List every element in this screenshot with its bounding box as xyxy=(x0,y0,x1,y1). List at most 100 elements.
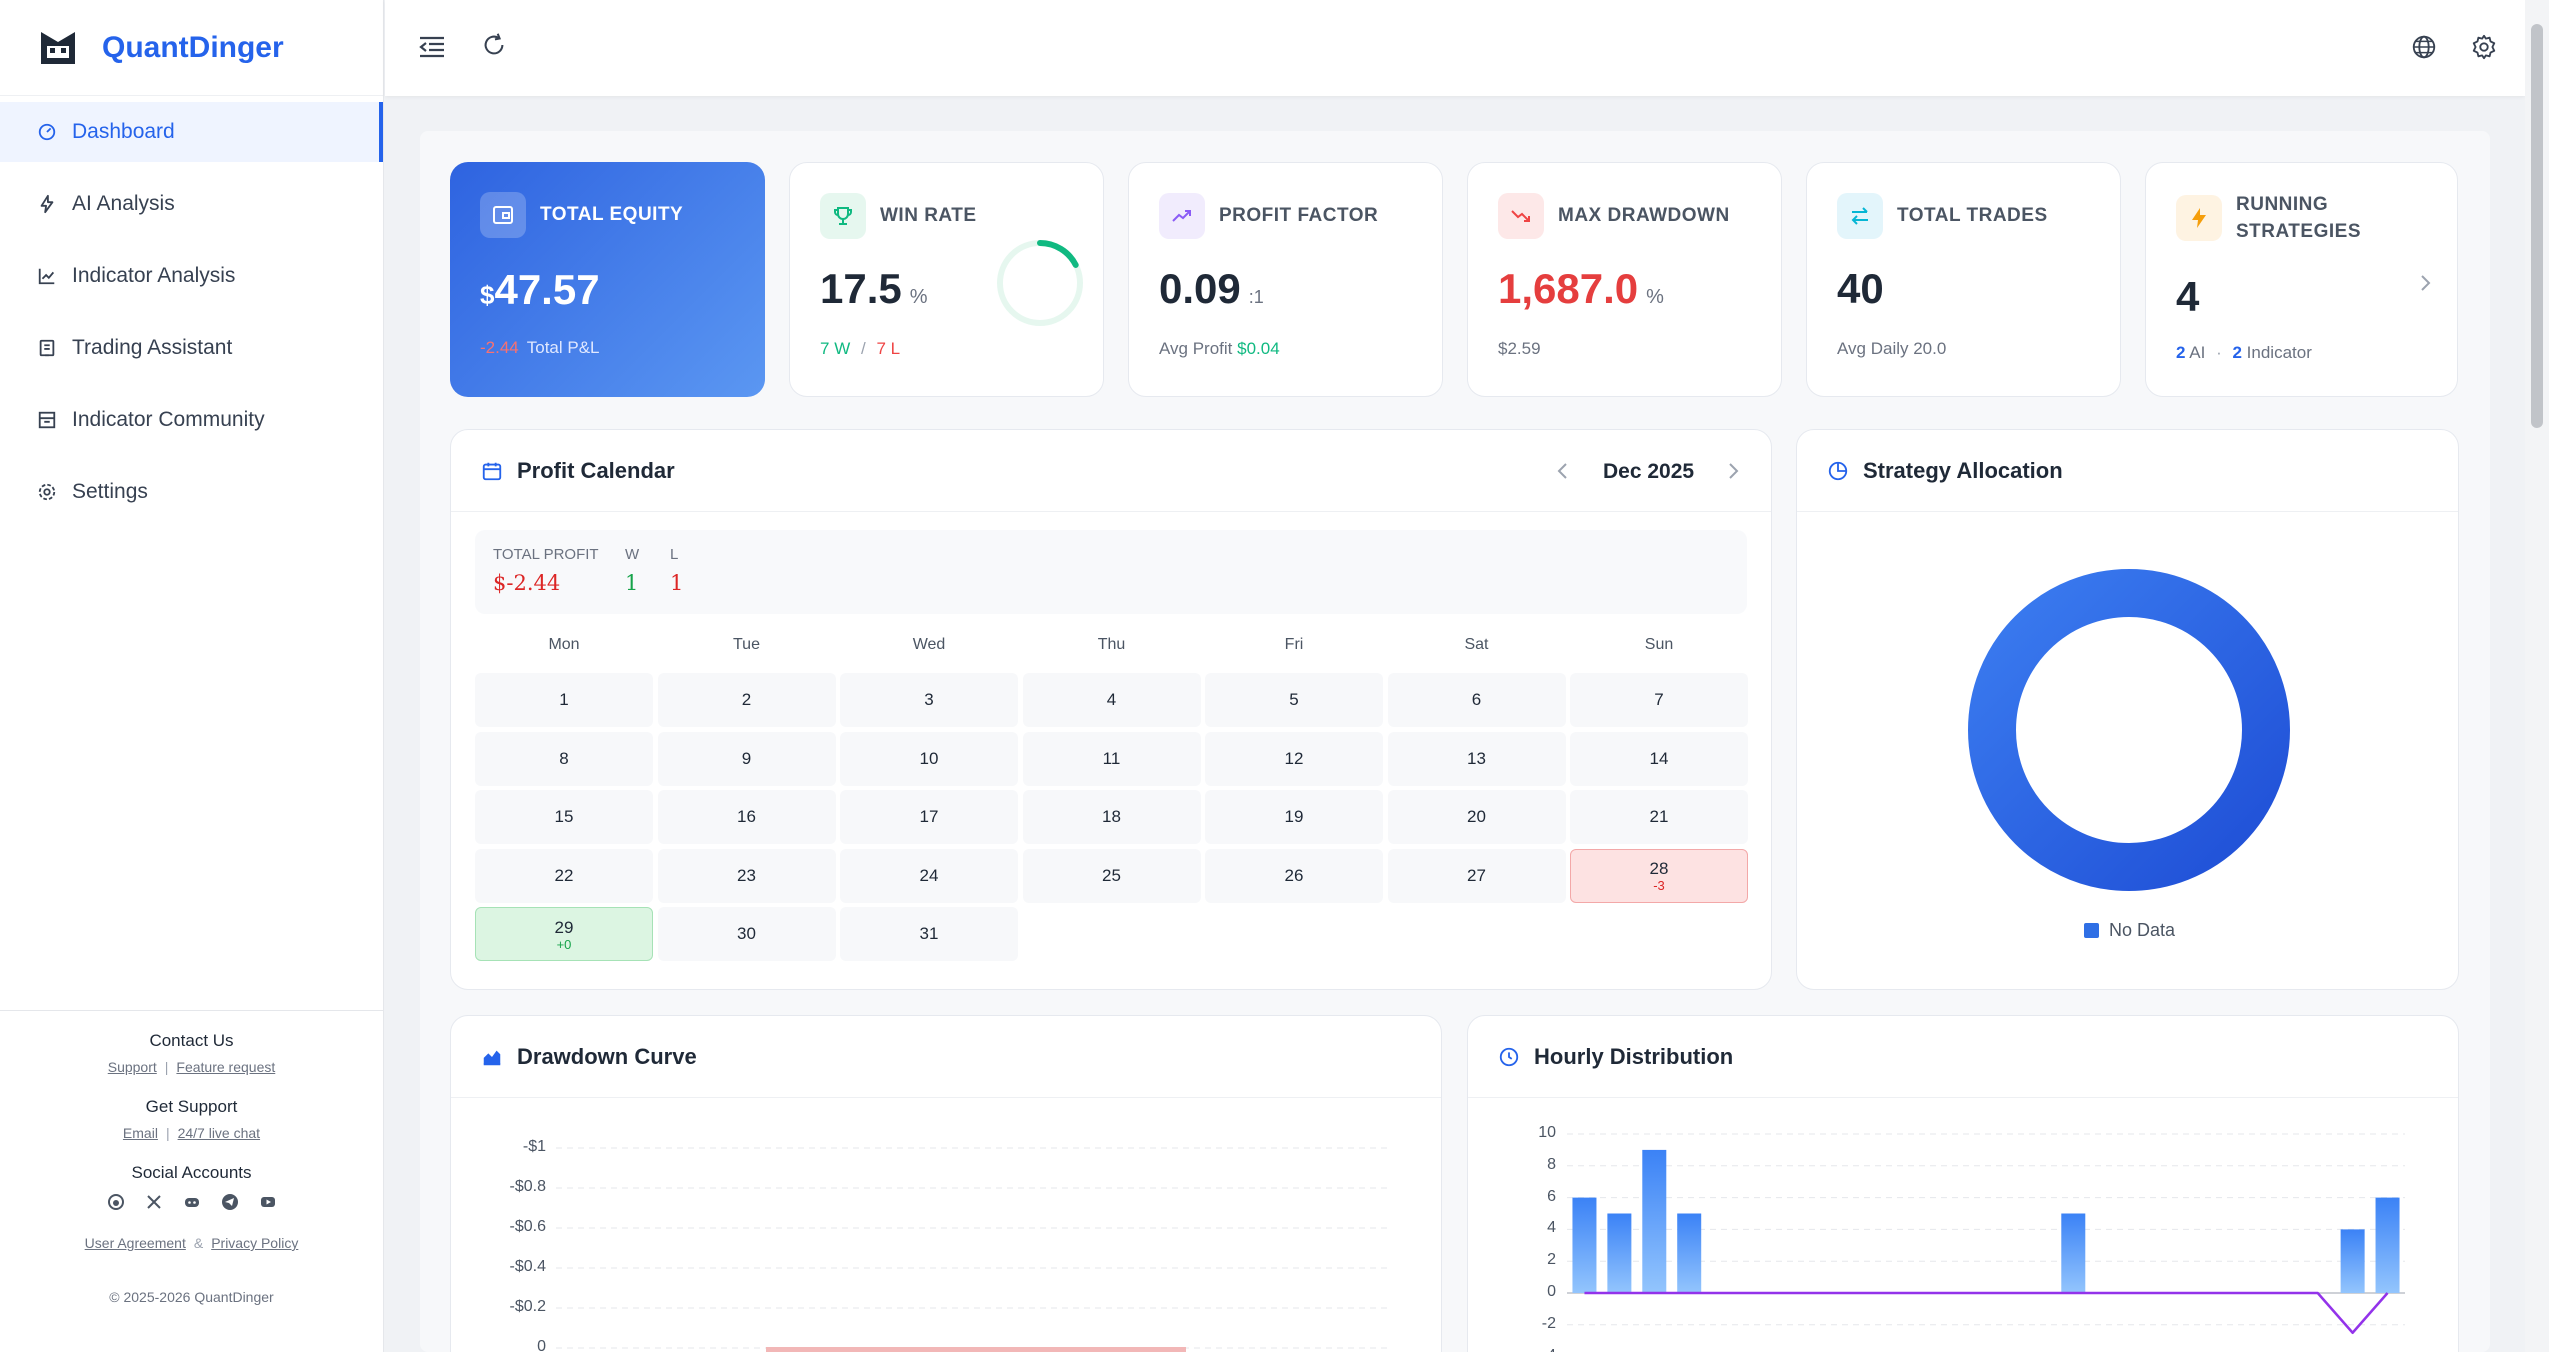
calendar-day[interactable]: 11 xyxy=(1022,731,1201,786)
refresh-icon[interactable] xyxy=(477,28,511,62)
calendar-day[interactable]: 21 xyxy=(1570,790,1748,844)
hourly-bar[interactable] xyxy=(1572,1197,1597,1293)
sidebar-item-label: Indicator Analysis xyxy=(72,264,236,287)
calendar-day[interactable]: 19 xyxy=(1205,790,1383,844)
calendar-day[interactable]: 14 xyxy=(1570,731,1748,786)
calendar-day[interactable]: 6 xyxy=(1387,673,1566,727)
day-number: 26 xyxy=(1284,865,1304,885)
hourly-bar[interactable] xyxy=(2375,1197,2400,1293)
x-twitter-icon[interactable] xyxy=(145,1193,163,1211)
separator: · xyxy=(2216,343,2222,362)
currency-symbol: $ xyxy=(480,280,495,310)
calendar-day[interactable]: 12 xyxy=(1205,731,1383,786)
scrollbar[interactable] xyxy=(2525,0,2549,1352)
calendar-day[interactable]: 4 xyxy=(1022,673,1201,727)
running-strategies-card[interactable]: RUNNING STRATEGIES 4 2 AI · 2 Indicator xyxy=(2145,162,2458,397)
y-tick-label: 6 xyxy=(1547,1187,1556,1205)
weekday-label: Mon xyxy=(548,636,580,653)
youtube-icon[interactable] xyxy=(259,1193,277,1211)
privacy-link[interactable]: Privacy Policy xyxy=(211,1235,299,1251)
hourly-bar[interactable] xyxy=(1607,1213,1632,1294)
live-chat-link[interactable]: 24/7 live chat xyxy=(177,1125,261,1141)
drawdown-amount: $2.59 xyxy=(1498,339,1541,358)
prev-month-button[interactable] xyxy=(1555,461,1571,481)
hourly-bar[interactable] xyxy=(2340,1229,2365,1293)
current-month: Dec 2025 xyxy=(1603,460,1695,483)
total-trades-value: 40 xyxy=(1837,265,1884,312)
y-tick-label: -$0.2 xyxy=(509,1298,546,1315)
ai-label: AI xyxy=(2189,343,2206,362)
calendar-day[interactable]: 8 xyxy=(475,731,653,786)
calendar-icon xyxy=(482,462,502,480)
day-number: 30 xyxy=(737,924,756,943)
github-icon[interactable] xyxy=(107,1193,125,1211)
day-pnl: -3 xyxy=(1653,878,1665,893)
collapse-menu-icon[interactable] xyxy=(415,30,449,64)
calendar-day[interactable]: 5 xyxy=(1205,673,1383,727)
hourly-bar[interactable] xyxy=(1677,1213,1702,1294)
calendar-day[interactable]: 27 xyxy=(1387,848,1566,903)
discord-icon[interactable] xyxy=(183,1193,201,1211)
separator: | xyxy=(165,1125,170,1141)
calendar-day[interactable]: 23 xyxy=(657,848,836,903)
sidebar-item-trading-assistant[interactable]: Trading Assistant xyxy=(0,318,383,378)
copyright: © 2025-2026 QuantDinger xyxy=(109,1289,274,1305)
win-rate-value: 17.5 xyxy=(820,265,902,312)
hourly-chart xyxy=(1567,1133,2405,1334)
brand[interactable]: QuantDinger xyxy=(0,0,383,96)
sidebar-item-indicator-analysis[interactable]: Indicator Analysis xyxy=(0,246,383,306)
day-number: 21 xyxy=(1649,807,1669,826)
calendar-day[interactable]: 18 xyxy=(1022,790,1201,844)
calendar-day[interactable]: 7 xyxy=(1570,673,1748,727)
calendar-day[interactable]: 28 -3 xyxy=(1570,848,1748,903)
settings-gear-icon[interactable] xyxy=(2467,30,2501,64)
calendar-day[interactable]: 24 xyxy=(840,848,1018,903)
sidebar-item-indicator-community[interactable]: Indicator Community xyxy=(0,390,383,450)
chevron-right-icon xyxy=(2421,275,2431,291)
calendar-day[interactable]: 13 xyxy=(1387,731,1566,786)
hourly-bar[interactable] xyxy=(2061,1213,2086,1294)
hourly-bar[interactable] xyxy=(1642,1149,1667,1293)
calendar-day[interactable]: 25 xyxy=(1022,848,1201,903)
calendar-day[interactable]: 1 xyxy=(475,673,653,727)
day-number: 3 xyxy=(924,690,934,709)
calendar-day[interactable]: 9 xyxy=(657,731,836,786)
brand-name: QuantDinger xyxy=(102,30,284,64)
profit-factor-value: 0.09 xyxy=(1159,265,1241,312)
section-title: Profit Calendar xyxy=(517,457,675,483)
next-month-button[interactable] xyxy=(1725,461,1741,481)
calendar-day[interactable]: 15 xyxy=(475,790,653,844)
day-number: 12 xyxy=(1284,748,1304,768)
calendar-day[interactable]: 3 xyxy=(840,673,1018,727)
calendar-day[interactable]: 2 xyxy=(657,673,836,727)
l-value: 1 xyxy=(670,571,684,595)
support-link[interactable]: Support xyxy=(107,1059,157,1075)
feature-request-link[interactable]: Feature request xyxy=(176,1059,276,1075)
y-tick-label: 8 xyxy=(1547,1155,1556,1173)
y-tick-label: 2 xyxy=(1547,1251,1556,1269)
hourly-distribution-card: Hourly Distribution xyxy=(1467,1015,2459,1352)
user-agreement-link[interactable]: User Agreement xyxy=(84,1235,186,1251)
calendar-day[interactable]: 31 xyxy=(840,907,1018,961)
day-number: 8 xyxy=(559,748,569,768)
wins-count: 7 xyxy=(820,339,830,358)
calendar-day[interactable]: 26 xyxy=(1205,848,1383,903)
calendar-day[interactable]: 17 xyxy=(840,790,1018,844)
day-number: 23 xyxy=(737,865,756,885)
language-icon[interactable] xyxy=(2407,30,2441,64)
calendar-day[interactable]: 29 +0 xyxy=(475,907,653,961)
calendar-day[interactable]: 16 xyxy=(657,790,836,844)
indicator-label: Indicator xyxy=(2246,343,2312,362)
calendar-day[interactable]: 20 xyxy=(1387,790,1566,844)
calendar-day[interactable]: 30 xyxy=(657,907,836,961)
sidebar-item-settings[interactable]: Settings xyxy=(0,462,383,522)
scroll-thumb[interactable] xyxy=(2531,24,2543,428)
telegram-icon[interactable] xyxy=(221,1193,239,1211)
calendar-day[interactable]: 22 xyxy=(475,848,653,903)
email-link[interactable]: Email xyxy=(122,1125,158,1141)
sidebar-item-dashboard[interactable]: Dashboard xyxy=(0,102,383,162)
sidebar-item-ai-analysis[interactable]: AI Analysis xyxy=(0,174,383,234)
social-title: Social Accounts xyxy=(131,1163,252,1182)
running-count: 4 xyxy=(2176,273,2200,320)
calendar-day[interactable]: 10 xyxy=(840,731,1018,786)
